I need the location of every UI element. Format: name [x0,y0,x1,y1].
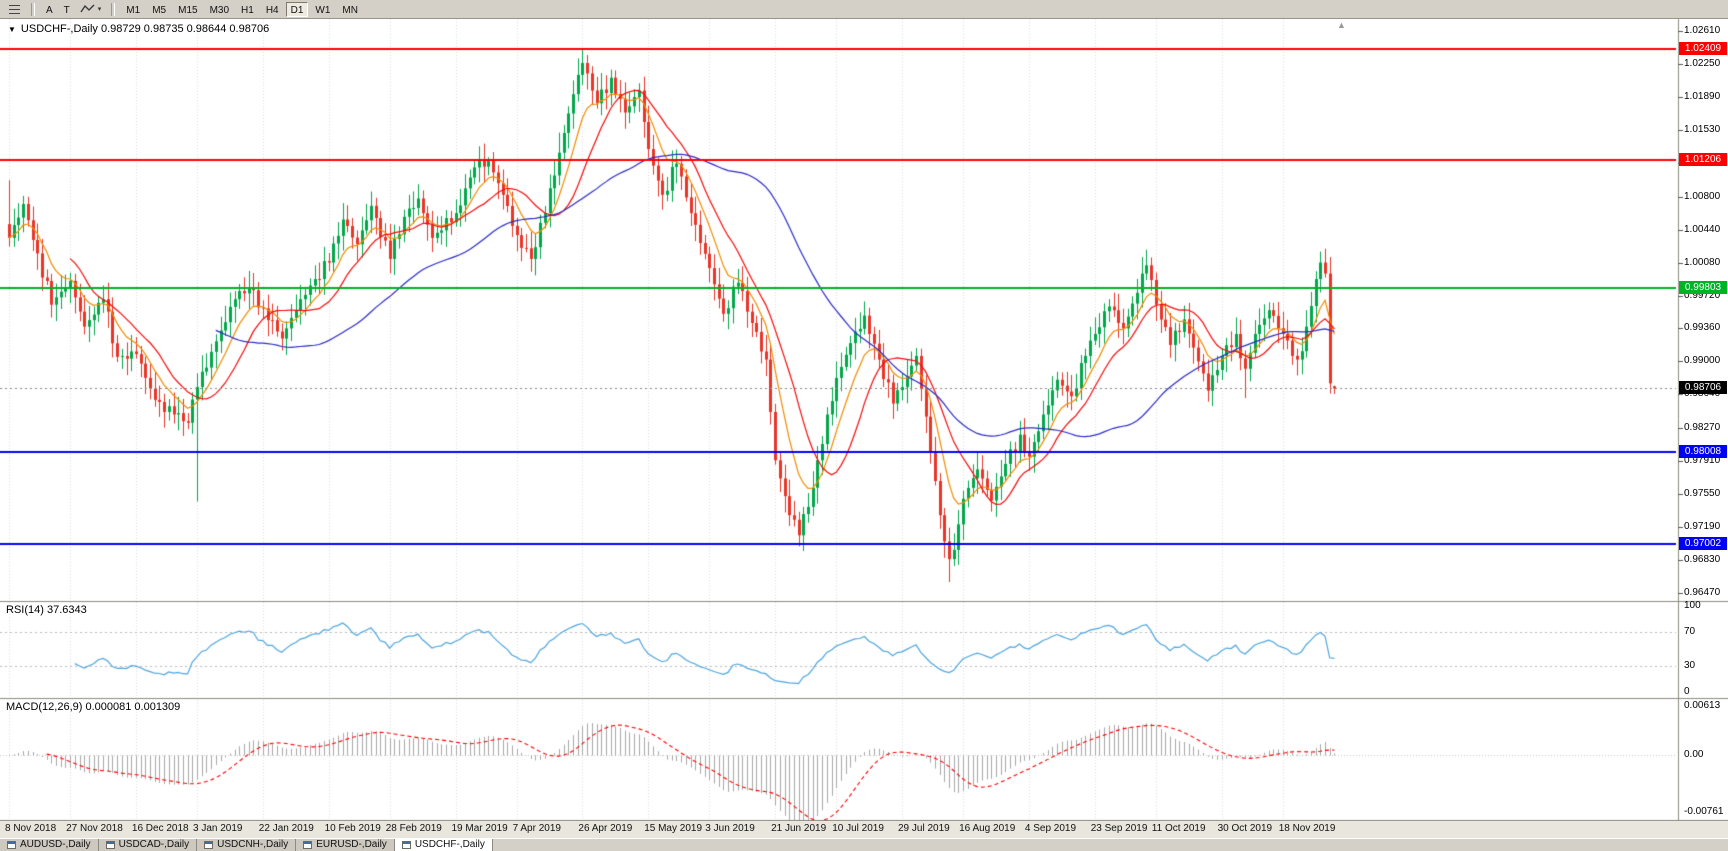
price-axis-tick: 0.99000 [1684,355,1721,367]
timeframe-button-mn[interactable]: MN [342,4,358,16]
text-tool-button[interactable]: T [63,4,70,16]
rsi-axis-tick: 70 [1684,625,1696,637]
chart-tab-label: USDCAD-,Daily [118,839,190,850]
price-axis-tick: 1.02250 [1684,57,1721,69]
price-level-badge: 0.99803 [1679,280,1727,294]
date-axis-label: 21 Jun 2019 [771,823,827,834]
annotate-a-button[interactable]: A [46,4,53,16]
price-level-badge: 1.02409 [1679,42,1727,56]
rsi-axis-tick: 30 [1684,660,1696,672]
price-axis-tick: 1.01530 [1684,123,1721,135]
timeframe-button-w1[interactable]: W1 [315,4,331,16]
price-axis-tick: 1.02610 [1684,25,1721,36]
macd-axis-tick: 0.00 [1684,749,1704,761]
date-axis-label: 4 Sep 2019 [1024,823,1077,834]
toolbar-separator [31,2,35,16]
current-price-badge: 0.98706 [1679,381,1727,395]
macd-indicator-label: MACD(12,26,9) 0.000081 0.001309 [6,701,181,713]
price-axis-tick: 1.00440 [1684,223,1721,235]
date-axis-label: 28 Feb 2019 [385,823,442,834]
price-axis-tick: 0.97550 [1684,488,1721,500]
chart-tab-eurusd[interactable]: EURUSD-,Daily [296,839,395,851]
price-axis-tick: 0.99360 [1684,322,1721,334]
date-axis-label: 30 Oct 2019 [1217,823,1273,834]
dropdown-arrow-icon[interactable]: ▼ [8,24,16,34]
chart-window-icon [7,841,16,849]
date-axis-label: 29 Jul 2019 [898,823,950,834]
chart-tab-label: AUDUSD-,Daily [20,839,91,850]
date-axis-label: 3 Jun 2019 [705,823,755,834]
price-axis-tick: 1.01890 [1684,90,1721,102]
chart-tab-usdcad[interactable]: USDCAD-,Daily [98,839,198,851]
date-axis-label: 26 Apr 2019 [578,823,633,834]
rsi-axis-tick: 0 [1684,686,1690,697]
price-axis-tick: 0.98270 [1684,422,1721,434]
date-axis-label: 18 Nov 2019 [1278,823,1336,834]
charts-list-icon[interactable] [9,4,20,14]
timeframe-button-m5[interactable]: M5 [152,4,167,16]
rsi-indicator-label: RSI(14) 37.6343 [6,604,87,616]
timeframe-button-m30[interactable]: M30 [209,4,230,16]
chart-tab-usdchf[interactable]: USDCHF-,Daily [394,839,493,851]
price-axis-tick: 1.00080 [1684,256,1721,268]
price-level-badge: 1.01206 [1679,152,1727,166]
macd-axis-tick: -0.00761 [1684,806,1724,817]
date-axis-label: 19 Mar 2019 [451,823,508,834]
date-axis-label: 16 Aug 2019 [959,823,1016,834]
date-axis-label: 7 Apr 2019 [512,823,561,834]
price-axis-tick: 0.99720 [1684,289,1721,301]
price-level-badge: 0.97002 [1679,537,1727,551]
price-axis-tick: 0.97190 [1684,521,1721,533]
price-axis-tick: 0.97910 [1684,455,1721,467]
date-axis-label: 22 Jan 2019 [258,823,314,834]
chart-tab-label: EURUSD-,Daily [316,839,387,850]
date-axis-label: 3 Jan 2019 [193,823,243,834]
timeframe-button-h1[interactable]: H1 [241,4,254,16]
timeframe-button-m1[interactable]: M1 [126,4,141,16]
chart-window-icon [401,841,411,849]
chart-tab-label: USDCHF-,Daily [414,839,485,850]
indicator-menu-button[interactable]: ▾ [76,2,106,17]
rsi-axis-tick: 100 [1684,600,1701,611]
price-level-badge: 0.98008 [1679,445,1727,459]
date-axis-label: 23 Sep 2019 [1090,823,1148,834]
chart-tab-usdcnh[interactable]: USDCNH-,Daily [197,839,297,851]
date-axis-label: 8 Nov 2018 [5,823,57,834]
chart-tab-label: USDCNH-,Daily [217,839,289,850]
chart-tab-audusd[interactable]: AUDUSD-,Daily [0,839,99,851]
toolbar-separator [111,2,116,16]
date-axis-label: 11 Oct 2019 [1151,823,1206,834]
symbol-ohlc-text: USDCHF-,Daily 0.98729 0.98735 0.98644 0.… [20,23,270,35]
timeframe-group: M1 M5 M15 M30 H1 H4 D1 W1 MN [121,1,363,17]
date-axis-label: 15 May 2019 [644,823,703,834]
date-axis-label: 10 Feb 2019 [324,823,381,834]
chart-window-icon [204,841,214,849]
toolbar: A T ▾ M1 M5 M15 M30 H1 H4 D1 W1 MN [0,0,1728,19]
chevron-down-icon: ▾ [97,6,102,13]
timeframe-button-m15[interactable]: M15 [178,4,198,16]
price-axis-tick: 1.00800 [1684,190,1721,202]
chart-window-icon [303,841,313,849]
chart-shift-marker-icon[interactable]: ▲ [1337,20,1346,30]
quote-line: ▼ USDCHF-,Daily 0.98729 0.98735 0.98644 … [8,23,269,35]
date-axis[interactable]: 8 Nov 2018 27 Nov 2018 16 Dec 2018 3 Jan 20… [0,821,1728,838]
timeframe-button-h4[interactable]: H4 [265,4,279,16]
chart-tabs-bar: AUDUSD-,Daily USDCAD-,Daily USDCNH-,Daily E… [0,838,1728,851]
timeframe-button-d1[interactable]: D1 [285,1,309,17]
zigzag-icon [80,4,95,13]
date-axis-label: 10 Jul 2019 [832,823,884,834]
chart-window-icon [105,841,115,849]
macd-axis-tick: 0.00613 [1684,700,1721,711]
date-axis-label: 16 Dec 2018 [131,823,189,834]
date-axis-label: 27 Nov 2018 [66,823,123,834]
price-axis-tick: 0.96470 [1684,587,1721,598]
price-axis-tick: 0.96830 [1684,554,1721,566]
